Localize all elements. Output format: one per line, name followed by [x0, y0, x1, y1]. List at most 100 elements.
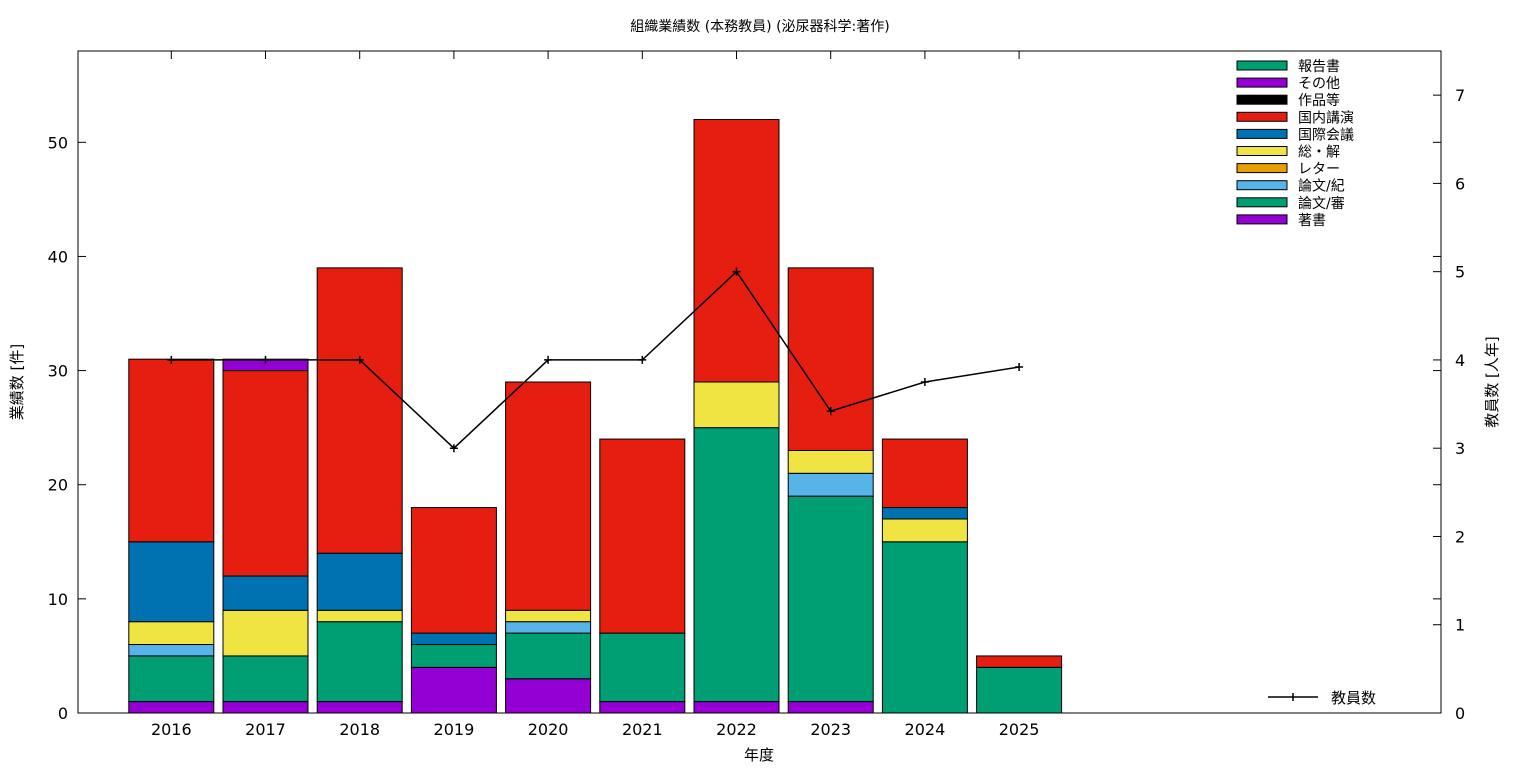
bar-segment [976, 666, 1063, 714]
bar-segment [316, 609, 403, 623]
bar-segment [787, 701, 874, 714]
line-point [1015, 362, 1024, 371]
line-series-faculty [171, 270, 1020, 450]
bar-segment [222, 701, 309, 714]
y2-tick-label: 1 [1455, 616, 1465, 635]
legend-label: 著書 [1298, 213, 1326, 229]
x-tick-label: 2020 [528, 720, 569, 739]
line-point [826, 407, 835, 416]
bar-segment [316, 701, 403, 714]
legend-swatch [1236, 77, 1288, 88]
bar-segment [976, 655, 1063, 668]
line-point [544, 355, 553, 364]
bar-segment [410, 666, 497, 714]
legend-swatch [1236, 60, 1288, 71]
y-tick-label: 0 [58, 704, 68, 723]
bar-segment [222, 609, 309, 657]
legend-swatch [1236, 163, 1288, 174]
bar-segment [128, 644, 215, 657]
bar-segment [222, 655, 309, 703]
line-point [167, 355, 176, 364]
legend-swatch [1236, 197, 1288, 208]
bar-segment [787, 267, 874, 451]
line-point [449, 444, 458, 453]
bar-segment [505, 621, 592, 634]
y-tick-label: 30 [48, 362, 68, 381]
x-tick-label: 2021 [622, 720, 663, 739]
bar-segment [410, 644, 497, 668]
bar-segment [787, 449, 874, 474]
legend-line-label: 教員数 [1331, 689, 1376, 707]
bar-segment [599, 438, 686, 634]
y2-tick-label: 4 [1455, 351, 1465, 370]
x-tick-label: 2024 [905, 720, 946, 739]
legend-label: 論文/紀 [1298, 179, 1345, 195]
legend-label: 報告書 [1298, 59, 1340, 75]
plot-area: 0 10 20 30 40 50 0 1 2 3 4 5 6 7 2016 2017 2018 2019 2020 2… [48, 50, 1465, 739]
legend-swatch [1236, 180, 1288, 191]
bar-segment [505, 632, 592, 680]
y2-tick-label: 3 [1455, 439, 1465, 458]
bar-segment [599, 701, 686, 714]
line-point [355, 355, 364, 364]
legend-swatch [1236, 111, 1288, 122]
bar-segment [222, 575, 309, 611]
line-point [638, 355, 647, 364]
line-point [732, 267, 741, 276]
bar-segment [881, 518, 968, 543]
bar-segment [222, 370, 309, 577]
bar-segment [410, 632, 497, 646]
y2-tick-label: 7 [1455, 86, 1465, 105]
legend-swatch [1236, 146, 1288, 156]
y2-tick-label: 2 [1455, 527, 1465, 546]
bar-segment [599, 632, 686, 703]
legend-label: 作品等 [1298, 92, 1340, 109]
y-tick-label: 40 [48, 247, 68, 266]
legend-swatch [1236, 128, 1288, 139]
y2-tick-label: 5 [1455, 263, 1465, 282]
x-tick-label: 2016 [151, 720, 192, 739]
plot-border [77, 50, 1442, 714]
x-tick-label: 2022 [716, 720, 757, 739]
x-tick-label: 2023 [810, 720, 851, 739]
line-point [261, 355, 270, 364]
x-tick-label: 2025 [999, 720, 1040, 739]
bar-segment [881, 507, 968, 520]
legend-swatch [1236, 214, 1288, 225]
bar-segment [128, 701, 215, 714]
legend-label: 総・解 [1298, 145, 1340, 161]
legend-label: その他 [1298, 76, 1340, 92]
bar-segment [316, 621, 403, 703]
line-point [920, 378, 929, 386]
bar-segment [881, 438, 968, 509]
bar-segment [787, 472, 874, 497]
legend-label: 国際会議 [1298, 126, 1354, 143]
bar-segment [505, 381, 592, 611]
x-tick-label: 2018 [339, 720, 380, 739]
bar-segment [128, 621, 215, 646]
bar-segment [128, 655, 215, 703]
y-tick-label: 20 [48, 476, 68, 495]
legend-label: 国内講演 [1298, 110, 1354, 126]
bar-segment [128, 358, 215, 543]
legend-swatch [1236, 94, 1288, 105]
bar-segment [316, 552, 403, 611]
y2-axis-label: 教員数 [人年] [1483, 336, 1501, 427]
x-tick-label: 2017 [245, 720, 286, 739]
y-tick-label: 50 [48, 133, 68, 152]
bar-segment [128, 541, 215, 623]
bar-segment [693, 427, 780, 703]
chart-title: 組織業績数 (本務教員) (泌尿器科学:著作) [630, 19, 889, 35]
bar-segment [505, 609, 592, 623]
bar-segment [410, 507, 497, 634]
bar-segment [316, 267, 403, 554]
bar-segment [881, 541, 968, 714]
y-tick-label: 10 [48, 590, 68, 609]
bar-segment [693, 381, 780, 429]
bar-segment [505, 678, 592, 714]
bar-segment [787, 495, 874, 703]
x-tick-label: 2019 [434, 720, 475, 739]
y2-tick-label: 6 [1455, 174, 1465, 193]
bar-segment [693, 701, 780, 714]
